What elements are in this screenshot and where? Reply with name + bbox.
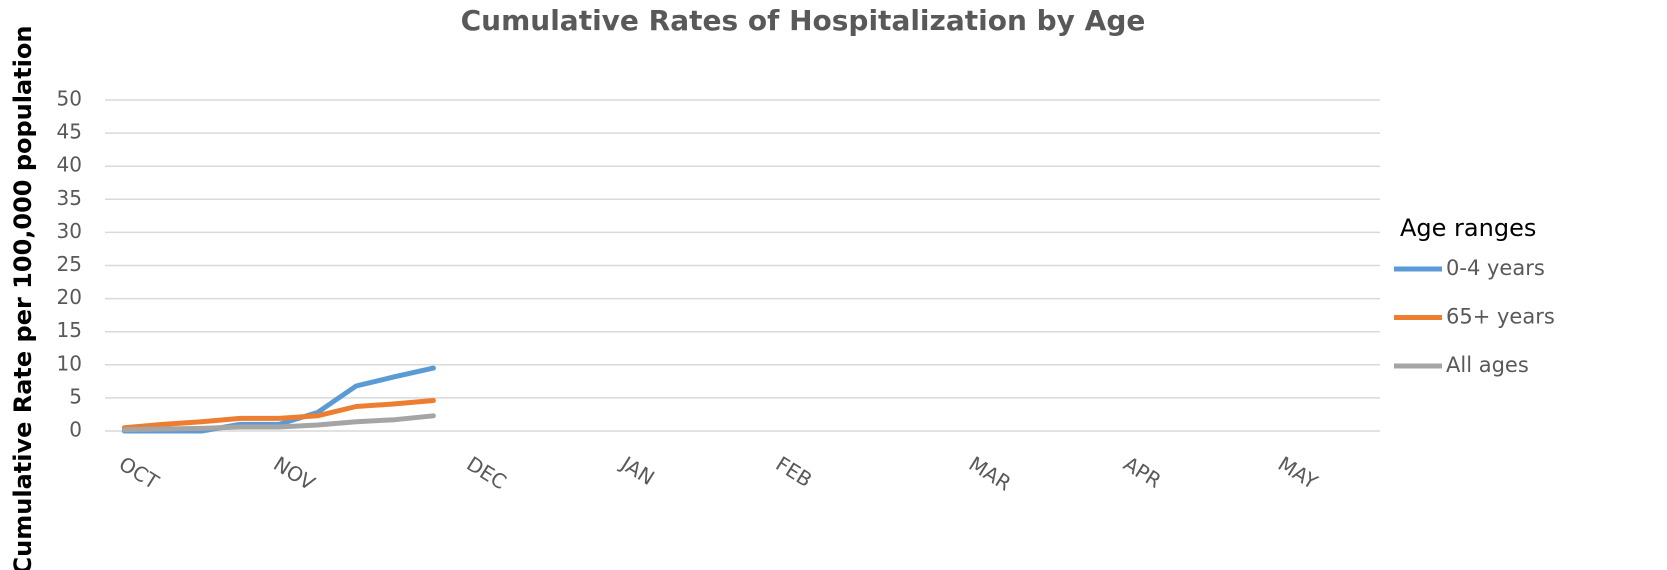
legend-label: 65+ years bbox=[1446, 305, 1555, 329]
y-tick-label: 15 bbox=[57, 318, 82, 342]
y-tick-label: 25 bbox=[57, 252, 82, 276]
y-tick-label: 5 bbox=[69, 384, 82, 408]
legend-label: All ages bbox=[1446, 353, 1529, 377]
x-tick-label: NOV bbox=[269, 452, 319, 496]
y-tick-label: 40 bbox=[57, 153, 82, 177]
x-tick-label: JAN bbox=[615, 450, 658, 490]
x-tick-label: OCT bbox=[115, 452, 164, 495]
y-tick-label: 35 bbox=[57, 186, 82, 210]
y-tick-label: 45 bbox=[57, 120, 82, 144]
x-tick-label: MAY bbox=[1274, 452, 1323, 495]
series-line bbox=[121, 398, 436, 431]
x-tick-label: MAR bbox=[965, 452, 1016, 496]
y-tick-label: 50 bbox=[57, 87, 82, 111]
series-line bbox=[121, 413, 436, 433]
x-tick-label: FEB bbox=[772, 452, 817, 492]
x-tick-label: DEC bbox=[462, 452, 510, 495]
y-tick-label: 20 bbox=[57, 285, 82, 309]
x-tick-label: APR bbox=[1119, 452, 1165, 493]
y-axis-label: Cumulative Rate per 100,000 population bbox=[9, 26, 37, 570]
y-tick-label: 10 bbox=[57, 351, 82, 375]
y-tick-label: 0 bbox=[69, 418, 82, 442]
legend-label: 0-4 years bbox=[1446, 256, 1545, 280]
chart-title: Cumulative Rates of Hospitalization by A… bbox=[461, 4, 1146, 37]
legend-title: Age ranges bbox=[1400, 214, 1536, 242]
y-tick-label: 30 bbox=[57, 219, 82, 243]
